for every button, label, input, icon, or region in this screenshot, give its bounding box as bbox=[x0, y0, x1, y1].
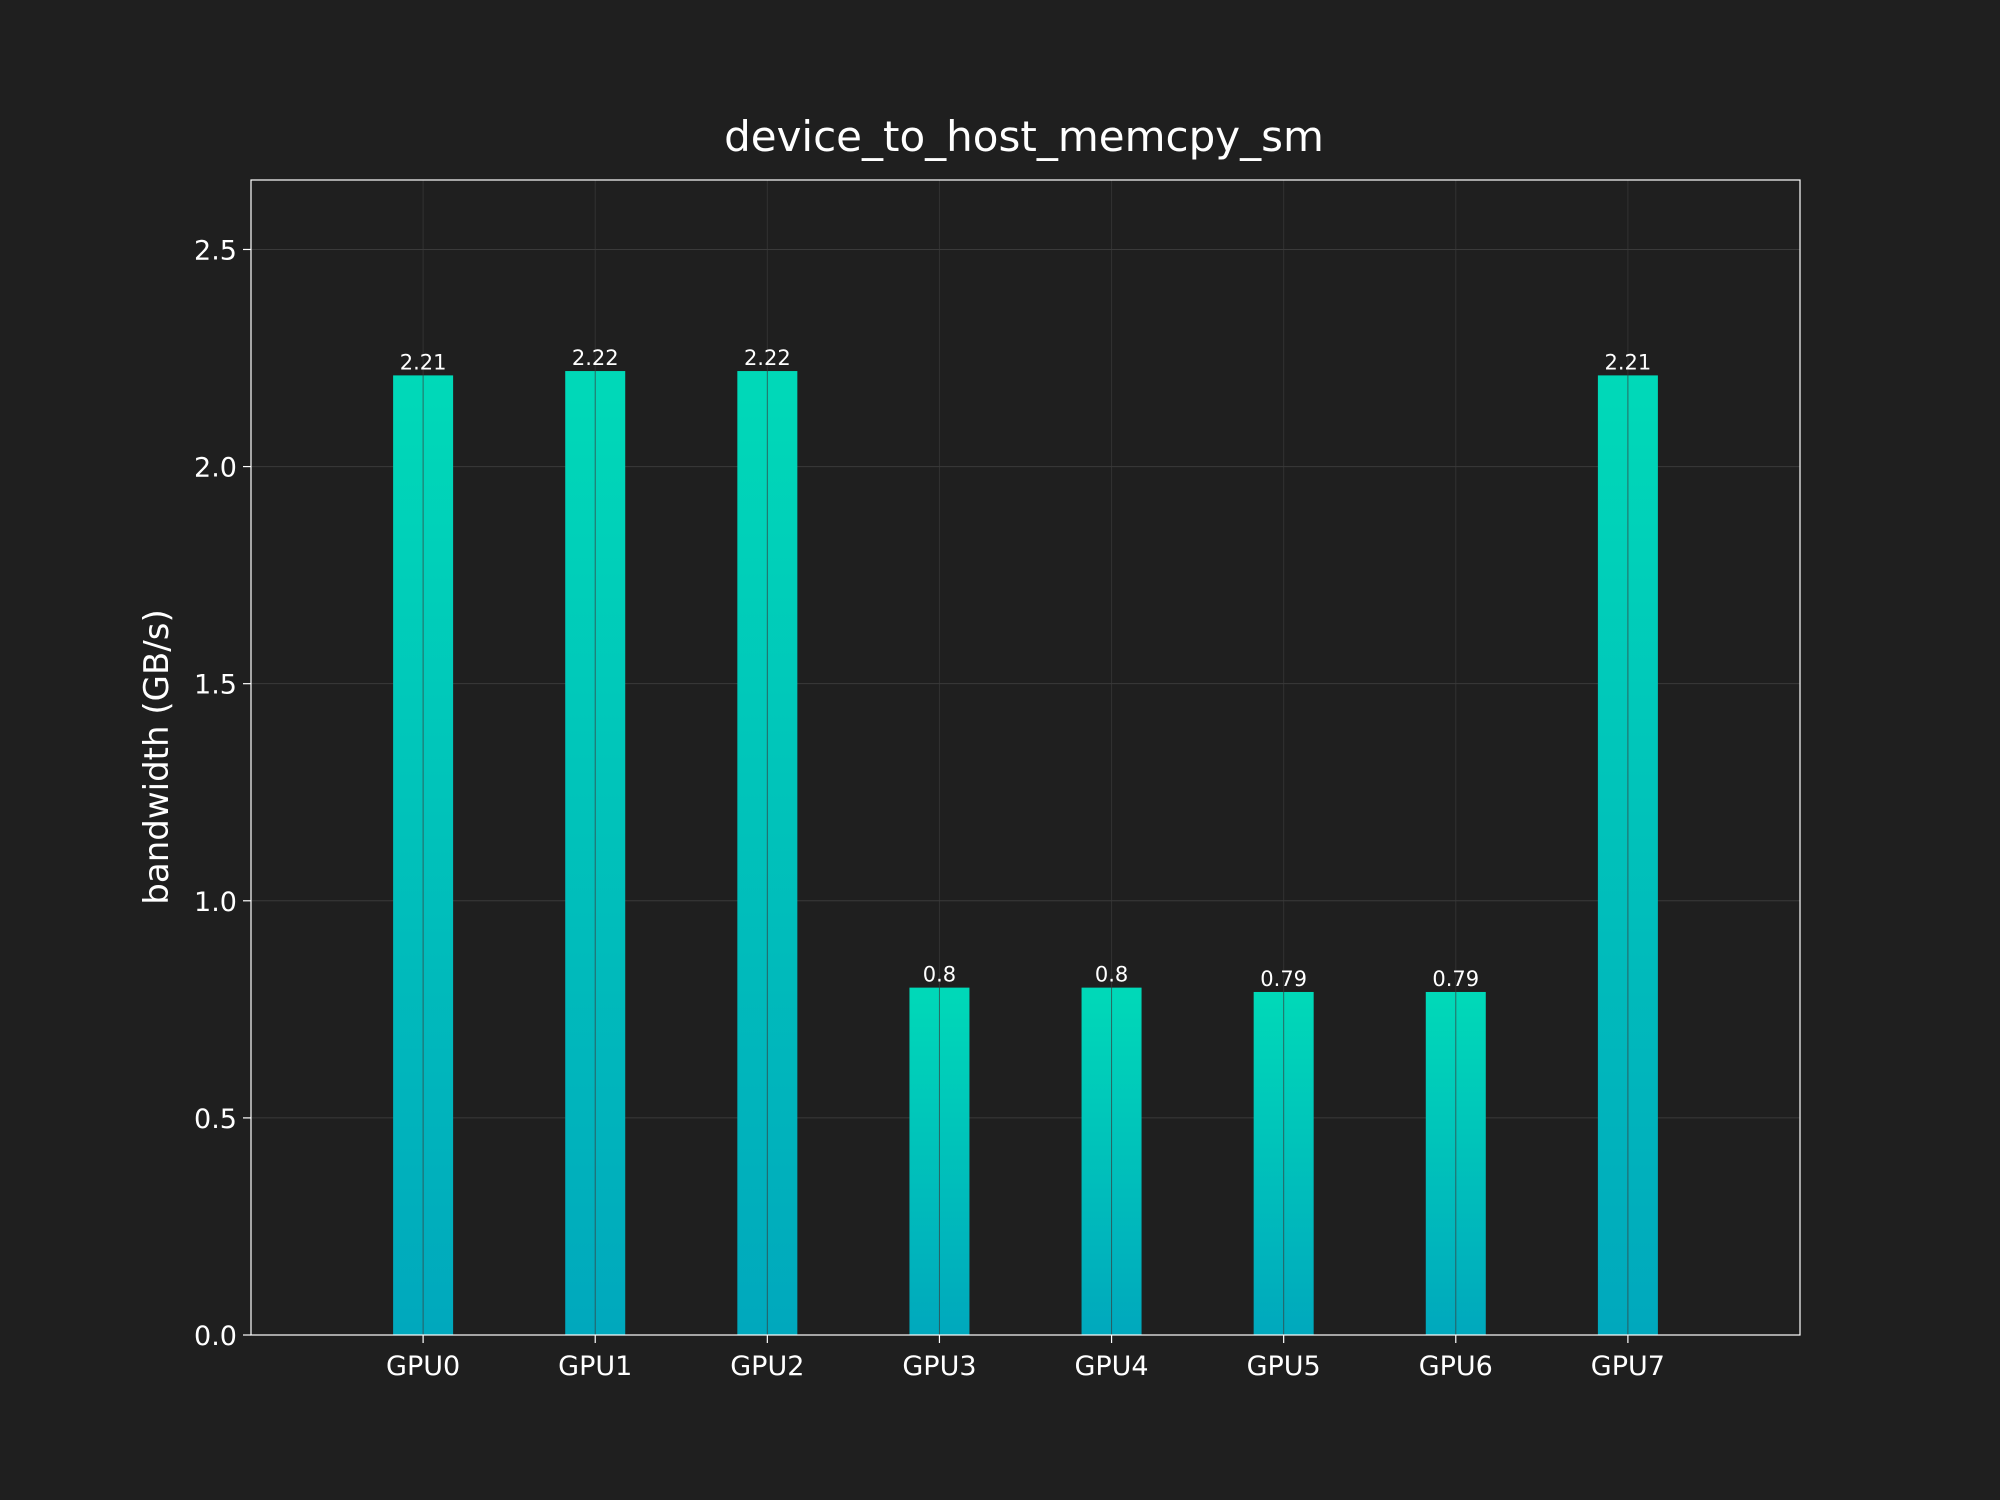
plot-frame bbox=[250, 179, 1801, 1336]
x-tick-label: GPU0 bbox=[386, 1351, 460, 1382]
y-tick-label: 0.0 bbox=[194, 1321, 237, 1352]
y-tick-label: 1.0 bbox=[194, 887, 237, 918]
y-axis-ticks: 0.0 0.5 1.0 1.5 2.0 2.5 bbox=[194, 235, 251, 1352]
y-tick-label: 1.5 bbox=[194, 670, 237, 701]
data-label: 2.22 bbox=[572, 346, 619, 370]
x-tick-label: GPU5 bbox=[1247, 1351, 1321, 1382]
x-tick-label: GPU2 bbox=[730, 1351, 804, 1382]
bars bbox=[393, 371, 1658, 1336]
chart-title: device_to_host_memcpy_sm bbox=[724, 112, 1324, 161]
x-tick-label: GPU7 bbox=[1591, 1351, 1665, 1382]
data-label: 0.8 bbox=[1095, 963, 1128, 987]
data-labels: 2.21 2.22 2.22 0.8 0.8 0.79 0.79 2.21 bbox=[400, 346, 1652, 991]
data-label: 2.21 bbox=[400, 350, 447, 374]
y-tick-label: 0.5 bbox=[194, 1104, 237, 1135]
x-tick-label: GPU1 bbox=[558, 1351, 632, 1382]
x-tick-label: GPU3 bbox=[902, 1351, 976, 1382]
data-label: 0.79 bbox=[1432, 967, 1479, 991]
data-label: 2.22 bbox=[744, 346, 791, 370]
y-tick-label: 2.5 bbox=[194, 235, 237, 266]
data-label: 0.8 bbox=[923, 963, 956, 987]
grid-lines bbox=[251, 248, 1800, 1336]
data-label: 0.79 bbox=[1260, 967, 1307, 991]
data-label: 2.21 bbox=[1605, 350, 1652, 374]
vertical-grid-lines bbox=[422, 180, 1629, 1335]
x-tick-label: GPU6 bbox=[1419, 1351, 1493, 1382]
y-tick-label: 2.0 bbox=[194, 453, 237, 484]
x-tick-label: GPU4 bbox=[1074, 1351, 1148, 1382]
y-axis-label: bandwidth (GB/s) bbox=[137, 609, 177, 904]
x-axis-ticks: GPU0 GPU1 GPU2 GPU3 GPU4 GPU5 GPU6 GPU7 bbox=[386, 1335, 1665, 1382]
